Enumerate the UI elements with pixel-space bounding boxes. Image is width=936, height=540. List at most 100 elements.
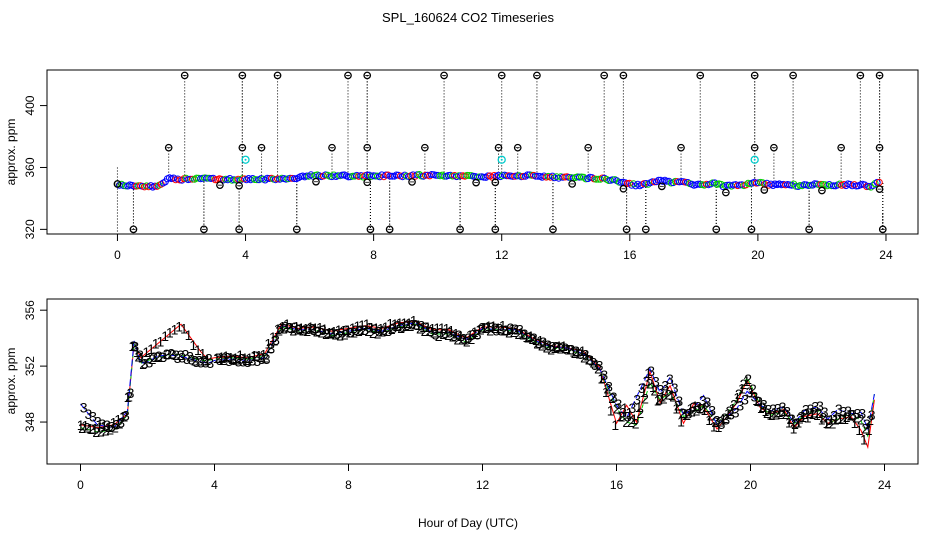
series-1-point-label: 1 <box>443 320 451 336</box>
series-2-point-label: 2 <box>529 331 537 347</box>
series-3-point-label: 3 <box>174 350 182 366</box>
series-1-point-label: 1 <box>780 403 788 419</box>
series-1-point-label: 1 <box>288 320 296 336</box>
bottom-x-tick-label: 24 <box>878 478 892 492</box>
series-3-point-label: 3 <box>375 324 383 340</box>
series-3-point-label: 3 <box>765 402 773 418</box>
series-1-point-label: 1 <box>452 325 460 341</box>
series-1-point-label: 1 <box>518 325 526 341</box>
series-2-point-label: 2 <box>768 407 776 423</box>
series-3-point-label: 3 <box>502 322 510 338</box>
series-3-point-label: 3 <box>741 391 749 407</box>
series-2-point-label: 2 <box>196 353 204 369</box>
series-3-point-label: 3 <box>206 355 214 371</box>
flag-marker <box>363 143 372 152</box>
flag-marker <box>292 225 301 234</box>
series-3-point-label: 3 <box>483 319 491 335</box>
series-2-point-label: 2 <box>735 386 743 402</box>
series-3-point-label: 3 <box>281 318 289 334</box>
series-3-point-label: 3 <box>783 404 791 420</box>
flag-marker <box>878 225 887 234</box>
series-2-point-label: 2 <box>580 349 588 365</box>
flag-marker <box>491 225 500 234</box>
series-1-point-label: 1 <box>827 412 835 428</box>
series-1-point-label: 1 <box>414 317 422 333</box>
series-3-point-label: 3 <box>94 414 102 430</box>
bottom-x-tick-label: 20 <box>744 478 758 492</box>
series-1-point-label: 1 <box>705 412 713 428</box>
series-1-point-label: 1 <box>353 318 361 334</box>
series-1-point-label: 1 <box>110 414 118 430</box>
bottom-y-tick-label: 348 <box>23 412 37 432</box>
series-1-point-label: 1 <box>260 346 268 362</box>
series-3-point-label: 3 <box>727 407 735 423</box>
flag-marker <box>421 143 429 152</box>
series-2-point-label: 2 <box>322 326 330 342</box>
series-2-point-label: 2 <box>772 407 780 423</box>
series-2-point-label: 2 <box>393 318 401 334</box>
series-2-point-label: 2 <box>599 370 607 386</box>
series-3-point-label: 3 <box>249 353 257 369</box>
series-1-point-label: 1 <box>236 347 244 363</box>
highlight-point <box>241 155 250 164</box>
series-3-point-label: 3 <box>769 401 777 417</box>
series-2-point-label: 2 <box>693 402 701 418</box>
bottom-x-tick-label: 8 <box>345 478 352 492</box>
series-3-point-label: 3 <box>591 357 599 373</box>
series-3-point-label: 3 <box>671 380 679 396</box>
series-1-point-label: 1 <box>752 392 760 408</box>
series-3-point-label: 3 <box>521 326 529 342</box>
series-1-point-label: 1 <box>339 323 347 339</box>
series-3-point-label: 3 <box>380 322 388 338</box>
flag-marker <box>312 177 320 186</box>
flag-marker <box>568 180 577 188</box>
series-2-point-label: 2 <box>402 318 410 334</box>
series-2-point-label: 2 <box>730 397 738 413</box>
series-2-point-label: 2 <box>280 321 288 337</box>
series-2-point-label: 2 <box>341 327 349 343</box>
series-1-point-label: 1 <box>672 401 680 417</box>
flag-marker <box>760 186 769 194</box>
series-3-point-label: 3 <box>661 377 669 393</box>
series-1-point-label: 1 <box>466 327 474 343</box>
series-3-point-label: 3 <box>657 381 665 397</box>
series-1-point-label: 1 <box>138 350 146 366</box>
series-2-point-label: 2 <box>416 321 424 337</box>
flag-marker <box>641 225 650 234</box>
series-2-point-label: 2 <box>702 399 710 415</box>
series-3-point-label: 3 <box>310 322 318 338</box>
top-data-layer <box>113 71 887 234</box>
series-2-point-label: 2 <box>332 326 340 342</box>
series-3-point-label: 3 <box>394 317 402 333</box>
series-1-point-label: 1 <box>77 417 85 433</box>
series-3-point-label: 3 <box>150 349 158 365</box>
series-1-point-label: 1 <box>81 418 89 434</box>
series-3-point-label: 3 <box>586 352 594 368</box>
series-1-point-label: 1 <box>724 406 732 422</box>
series-1-point-label: 1 <box>457 328 465 344</box>
series-1-point-label: 1 <box>733 390 741 406</box>
series-2-point-label: 2 <box>824 415 832 431</box>
series-2-point-label: 2 <box>496 321 504 337</box>
series-1-point-label: 1 <box>189 337 197 353</box>
series-1-point-label: 1 <box>363 316 371 332</box>
series-2-point-label: 2 <box>388 321 396 337</box>
series-1-point-label: 1 <box>851 415 859 431</box>
series-3-point-label: 3 <box>319 322 327 338</box>
series-1-point-label: 1 <box>766 406 774 422</box>
series-3-point-label: 3 <box>511 321 519 337</box>
series-2-point-label: 2 <box>744 371 752 387</box>
top-plot-frame <box>46 69 919 235</box>
series-1-point-label: 1 <box>161 328 169 344</box>
series-1-point-label: 1 <box>494 320 502 336</box>
series-1-point-label: 1 <box>86 420 94 436</box>
series-2-point-label: 2 <box>618 409 626 425</box>
series-3-point-label: 3 <box>840 404 848 420</box>
series-2-point-label: 2 <box>472 326 480 342</box>
series-3-point-label: 3 <box>849 406 857 422</box>
series-2-point-label: 2 <box>585 351 593 367</box>
series-2-point-label: 2 <box>829 415 837 431</box>
series-1-point-label: 1 <box>410 312 418 328</box>
series-2-point-label: 2 <box>313 324 321 340</box>
